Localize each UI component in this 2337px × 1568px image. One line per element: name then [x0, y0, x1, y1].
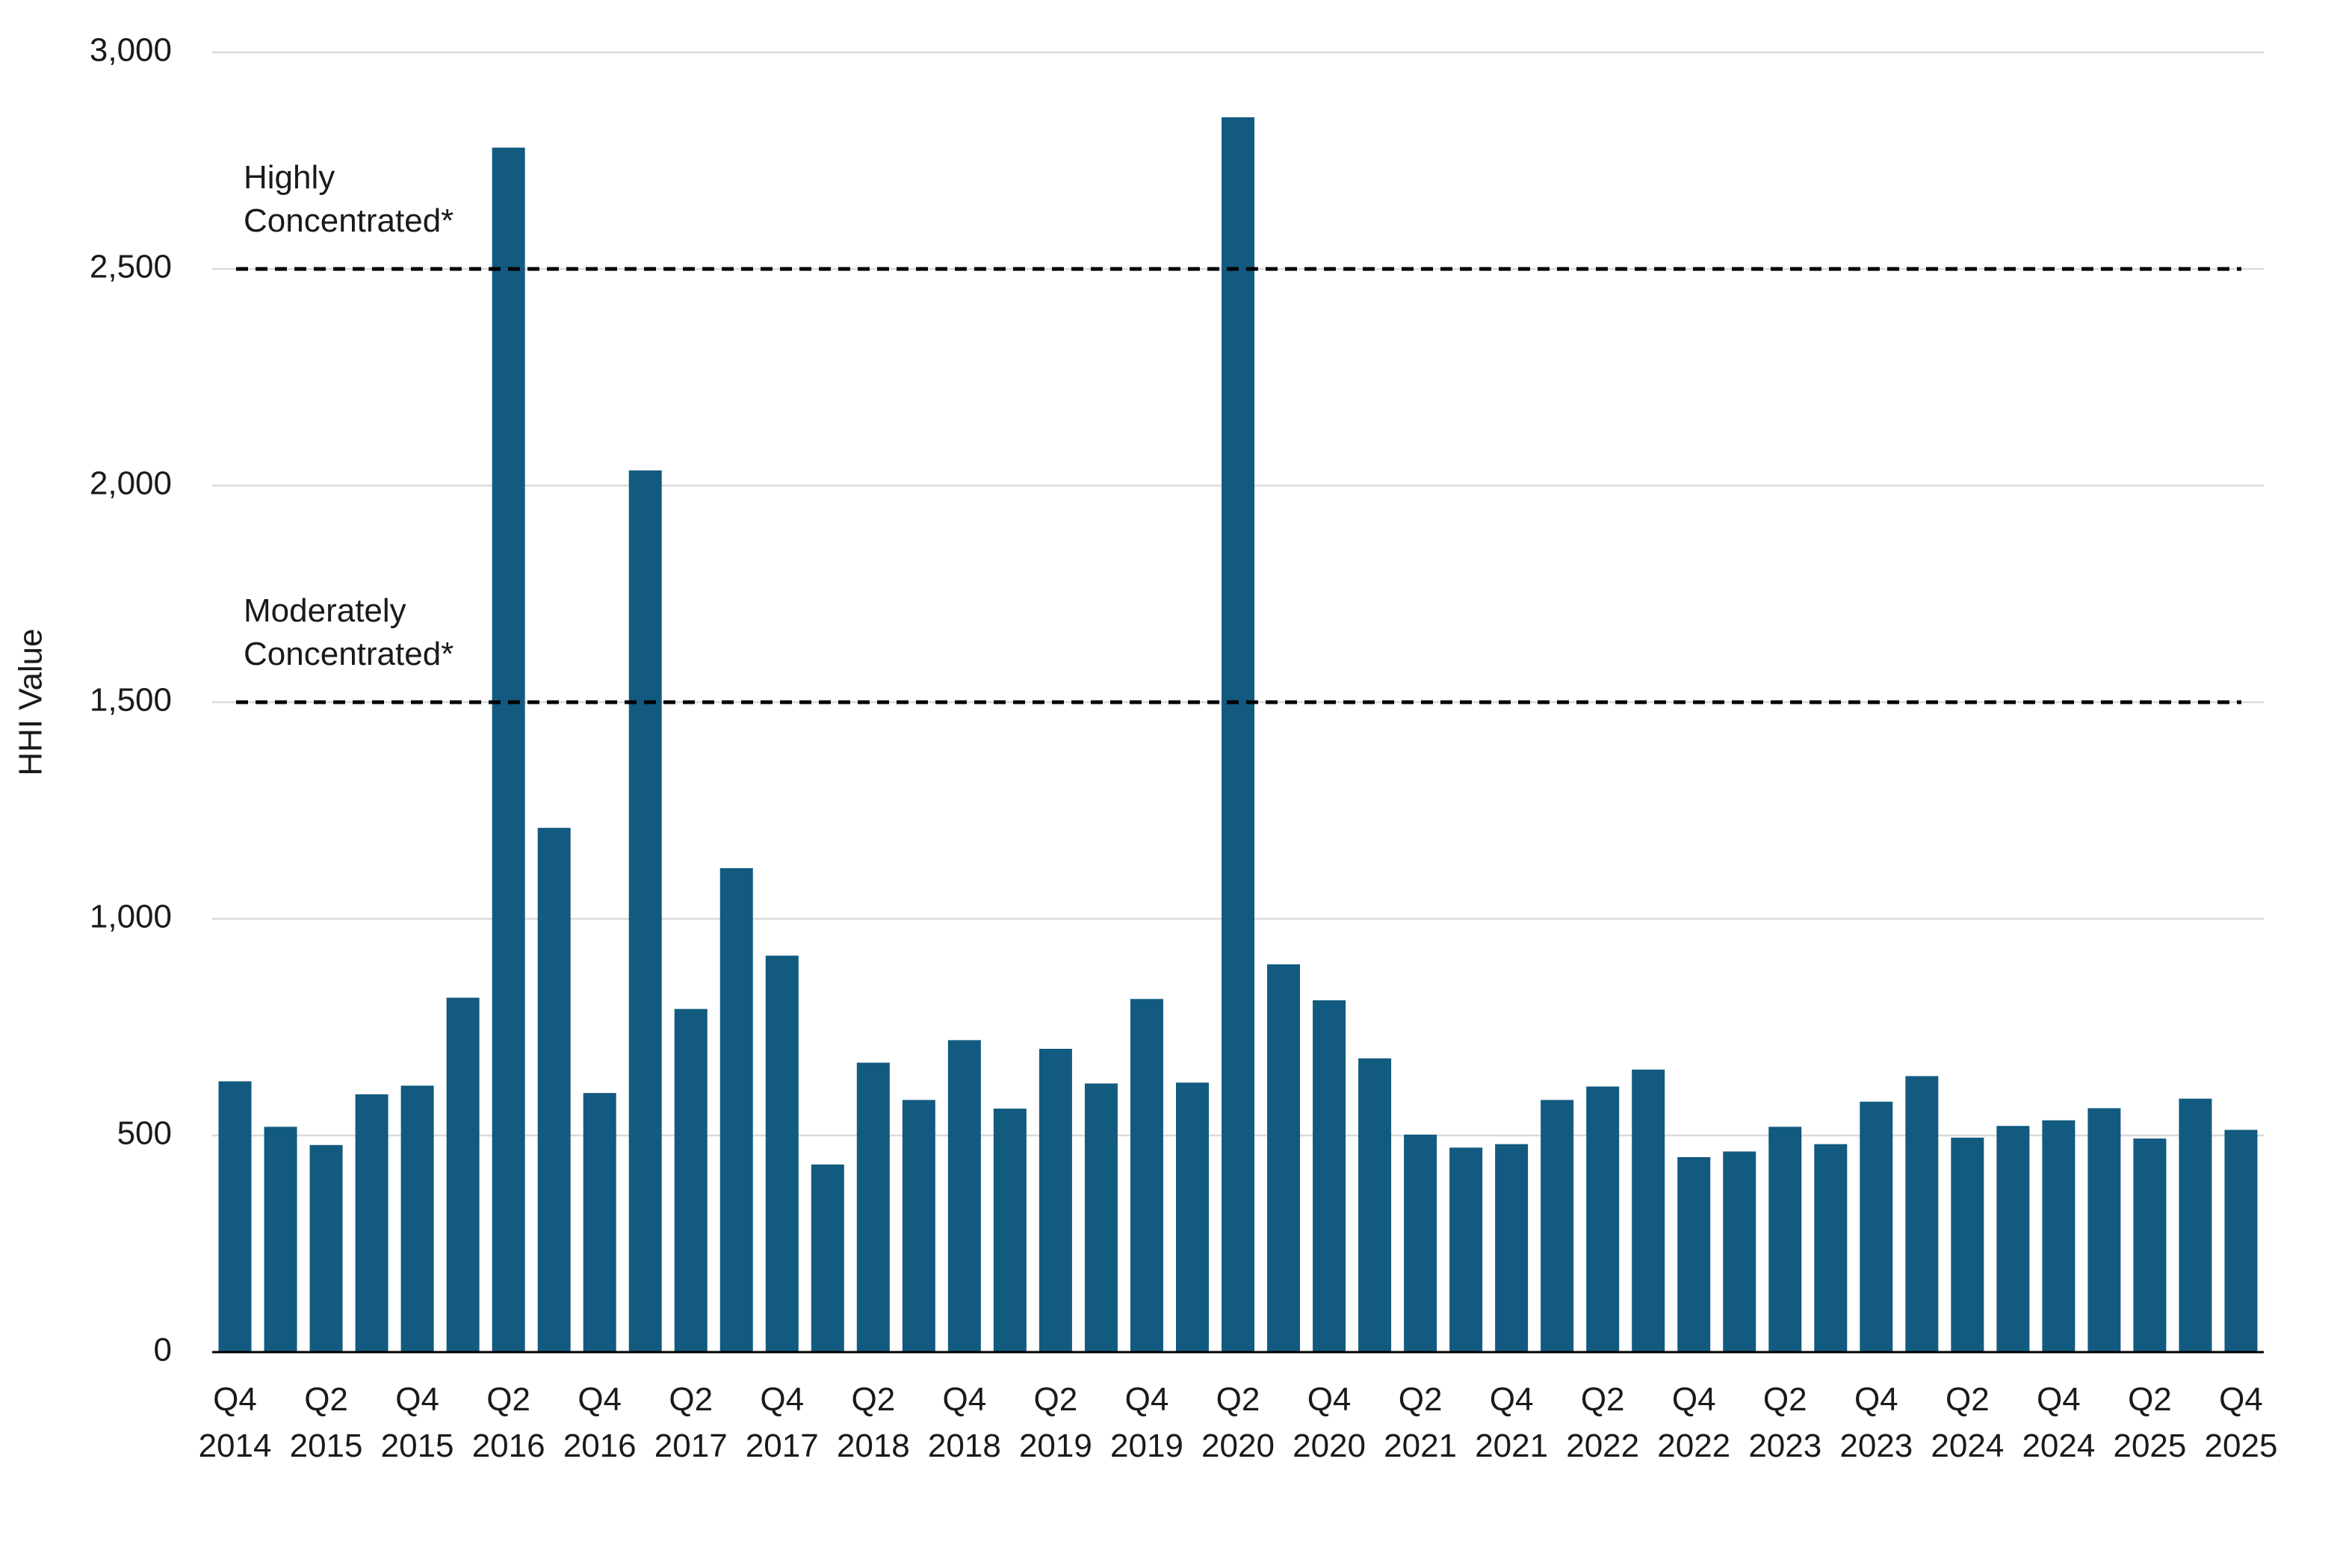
bar: [1175, 1082, 1209, 1352]
bar: [1632, 1069, 1665, 1352]
x-tick-label: Q4 2019: [1110, 1381, 1183, 1464]
y-tick-label: 1,000: [90, 899, 172, 935]
bar: [218, 1081, 252, 1352]
bar: [1768, 1127, 1802, 1352]
x-tick-label: Q4 2023: [1839, 1381, 1913, 1464]
y-tick-label: 0: [154, 1332, 172, 1369]
bar: [537, 828, 571, 1352]
bar: [1951, 1137, 1984, 1352]
x-tick-label: Q2 2018: [837, 1381, 910, 1464]
bar: [811, 1164, 844, 1352]
bar: [902, 1100, 935, 1352]
y-tick-label: 2,000: [90, 465, 172, 502]
x-tick-label: Q2 2022: [1566, 1381, 1639, 1464]
bar: [1449, 1147, 1483, 1352]
x-tick-label: Q4 2021: [1475, 1381, 1548, 1464]
bar: [1358, 1058, 1392, 1352]
bar: [1996, 1126, 2030, 1352]
x-tick-label: Q4 2014: [199, 1381, 272, 1464]
bar: [993, 1109, 1027, 1352]
bar: [2042, 1120, 2076, 1352]
x-tick-label: Q2 2020: [1201, 1381, 1275, 1464]
bar: [309, 1144, 343, 1352]
x-tick-label: Q4 2025: [2205, 1381, 2278, 1464]
bar: [1495, 1144, 1529, 1352]
bar: [1586, 1086, 1620, 1352]
bar: [1313, 1000, 1346, 1352]
x-tick-label: Q2 2025: [2113, 1381, 2186, 1464]
bar: [355, 1094, 389, 1352]
bar: [264, 1127, 297, 1352]
bar: [1905, 1076, 1939, 1352]
bar: [2224, 1129, 2258, 1352]
x-tick-label: Q4 2022: [1657, 1381, 1730, 1464]
bar: [628, 470, 662, 1353]
bar: [674, 1008, 708, 1352]
x-tick-label: Q4 2017: [746, 1381, 819, 1464]
bar: [1222, 117, 1254, 1352]
reference-label: Highly Concentrated*: [244, 159, 454, 239]
x-tick-label: Q2 2019: [1019, 1381, 1092, 1464]
bar: [1723, 1151, 1756, 1352]
bar: [1541, 1100, 1574, 1352]
bar: [2133, 1138, 2167, 1352]
y-tick-label: 3,000: [90, 32, 172, 69]
bar: [1084, 1083, 1118, 1352]
x-tick-label: Q4 2024: [2022, 1381, 2095, 1464]
y-tick-label: 2,500: [90, 249, 172, 285]
bar: [719, 868, 753, 1352]
bar: [2179, 1098, 2212, 1352]
bar: [2087, 1108, 2121, 1352]
reference-label: Moderately Concentrated*: [244, 592, 454, 672]
bar: [446, 997, 480, 1352]
bar: [1860, 1101, 1893, 1352]
bar: [947, 1040, 981, 1352]
x-tick-label: Q2 2023: [1748, 1381, 1821, 1464]
bar: [1814, 1144, 1848, 1352]
y-tick-label: 1,500: [90, 682, 172, 719]
y-tick-label: 500: [117, 1115, 172, 1152]
bar: [1130, 999, 1163, 1352]
x-tick-label: Q4 2020: [1293, 1381, 1366, 1464]
x-tick-label: Q2 2017: [654, 1381, 728, 1464]
bar: [765, 955, 799, 1352]
bar: [1677, 1157, 1711, 1352]
x-tick-label: Q2 2015: [290, 1381, 363, 1464]
y-axis-label: HHI Value: [13, 628, 49, 775]
bar: [856, 1062, 890, 1352]
bar: [1404, 1134, 1437, 1352]
bar: [400, 1085, 434, 1352]
x-tick-label: Q4 2015: [381, 1381, 454, 1464]
x-tick-label: Q4 2016: [563, 1381, 637, 1464]
x-tick-label: Q4 2018: [928, 1381, 1001, 1464]
x-tick-label: Q2 2016: [472, 1381, 545, 1464]
x-tick-label: Q2 2021: [1384, 1381, 1457, 1464]
bar: [583, 1093, 616, 1352]
bar: [1039, 1049, 1072, 1352]
bar: [1267, 964, 1301, 1352]
bar: [492, 147, 525, 1353]
x-tick-label: Q2 2024: [1931, 1381, 2004, 1464]
